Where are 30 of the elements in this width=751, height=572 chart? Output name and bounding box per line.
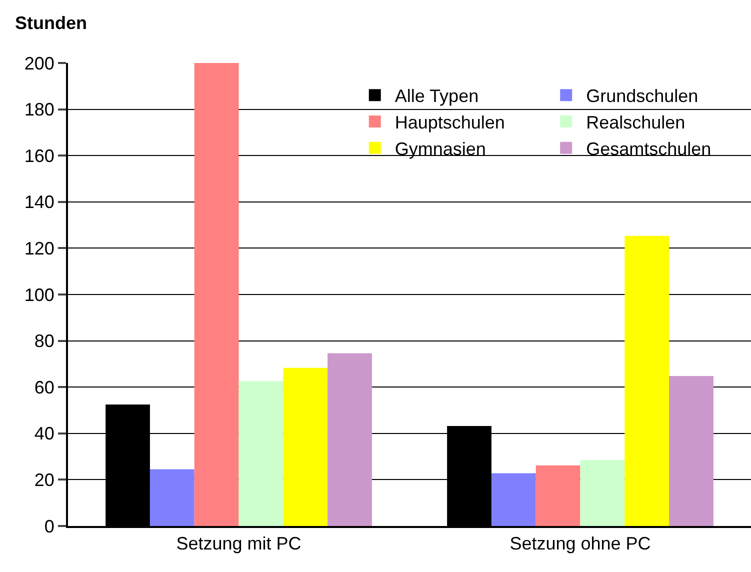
y-tick-label: 100 [24,284,54,305]
bar [328,353,372,526]
y-tick-label: 200 [24,53,54,74]
y-tick-label: 160 [24,146,54,166]
y-tick-label: 40 [34,424,54,444]
y-tick-label: 0 [44,516,54,536]
legend-label: Realschulen [586,112,686,133]
x-tick-label: Setzung mit PC [176,534,302,554]
y-tick-label: 140 [24,192,54,212]
bar [194,63,239,526]
legend-label: Gesamtschulen [586,138,712,159]
y-tick-label: 180 [24,100,54,120]
y-tick-label: 20 [34,470,54,490]
legend-label: Hauptschulen [394,112,505,133]
y-tick-label: 60 [34,377,54,398]
bar [669,376,714,526]
x-tick-label: Setzung ohne PC [510,534,651,554]
y-tick-label: 80 [34,331,54,352]
bar [624,236,670,526]
y-tick-label: 120 [24,238,54,258]
legend-label: Gymnasien [394,138,486,159]
bar [238,381,284,526]
bar [283,368,328,526]
y-axis-title: Stunden [15,13,87,33]
bar [150,469,194,526]
bar [536,465,580,526]
legend-label: Grundschulen [586,86,698,106]
bar [491,473,536,526]
bar [580,460,625,526]
legend-label: Alle Typen [394,86,479,106]
